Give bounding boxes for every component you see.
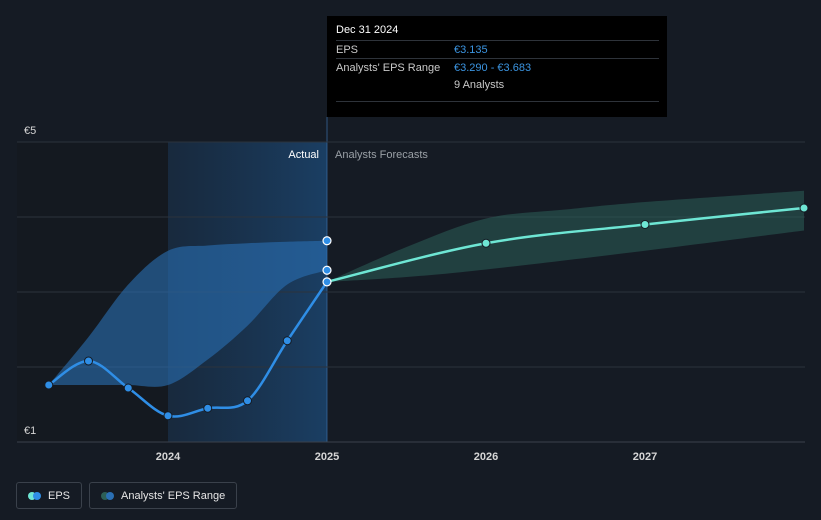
- legend-range-toggle[interactable]: Analysts' EPS Range: [89, 482, 238, 509]
- tooltip-eps-label: EPS: [336, 43, 359, 56]
- tooltip-eps-row: EPS €3.135: [336, 40, 659, 58]
- legend-eps-toggle[interactable]: EPS: [16, 482, 83, 509]
- eps-point: [243, 396, 252, 406]
- eps-point: [163, 411, 173, 421]
- tooltip-analysts-row: 9 Analysts: [336, 76, 659, 93]
- tooltip-range-value: €3.290 - €3.683: [454, 61, 532, 74]
- eps-point: [282, 336, 292, 346]
- x-tick-label: 2025: [315, 451, 339, 463]
- eps-legend-icon: [28, 491, 41, 500]
- actual-region-label: Actual: [288, 149, 319, 161]
- y-tick-bottom: €1: [24, 425, 36, 437]
- eps-point: [481, 238, 491, 248]
- axis-labels: €5 €1 2024 2025 2026 2027 Actual Analysts Forec…: [24, 125, 657, 463]
- y-tick-top: €5: [24, 125, 36, 137]
- eps-point: [640, 220, 650, 229]
- tooltip-analysts-count: 9 Analysts: [454, 78, 505, 91]
- legend-eps-label: EPS: [48, 489, 71, 502]
- range-legend-icon: [101, 491, 115, 500]
- tooltip-divider: [336, 101, 659, 102]
- forecast-region-label: Analysts Forecasts: [335, 149, 428, 161]
- eps-point: [123, 383, 133, 393]
- range-bound-point: [322, 265, 332, 275]
- tooltip-range-row: Analysts' EPS Range €3.290 - €3.683: [336, 58, 659, 76]
- eps-point: [799, 203, 809, 213]
- eps-point: [44, 380, 54, 390]
- legend-range-label: Analysts' EPS Range: [121, 489, 226, 502]
- eps-point: [84, 356, 93, 366]
- eps-point: [322, 277, 332, 287]
- legend: EPS Analysts' EPS Range: [16, 482, 238, 509]
- eps-markers: [44, 203, 809, 421]
- range-bound-point: [322, 236, 332, 246]
- tooltip-range-label: Analysts' EPS Range: [336, 61, 441, 74]
- range-areas: [48, 190, 804, 387]
- x-tick-label: 2024: [156, 451, 181, 463]
- eps-point: [203, 403, 213, 413]
- eps-line-forecast: [326, 206, 805, 284]
- tooltip-eps-value: €3.135: [454, 43, 488, 56]
- x-tick-label: 2027: [633, 451, 657, 463]
- tooltip-date: Dec 31 2024: [336, 24, 399, 36]
- range-area-forecast: [327, 190, 804, 282]
- x-tick-label: 2026: [474, 451, 498, 463]
- range-area-actual: [48, 240, 327, 387]
- tooltip: Dec 31 2024 EPS €3.135 Analysts' EPS Ran…: [327, 16, 667, 117]
